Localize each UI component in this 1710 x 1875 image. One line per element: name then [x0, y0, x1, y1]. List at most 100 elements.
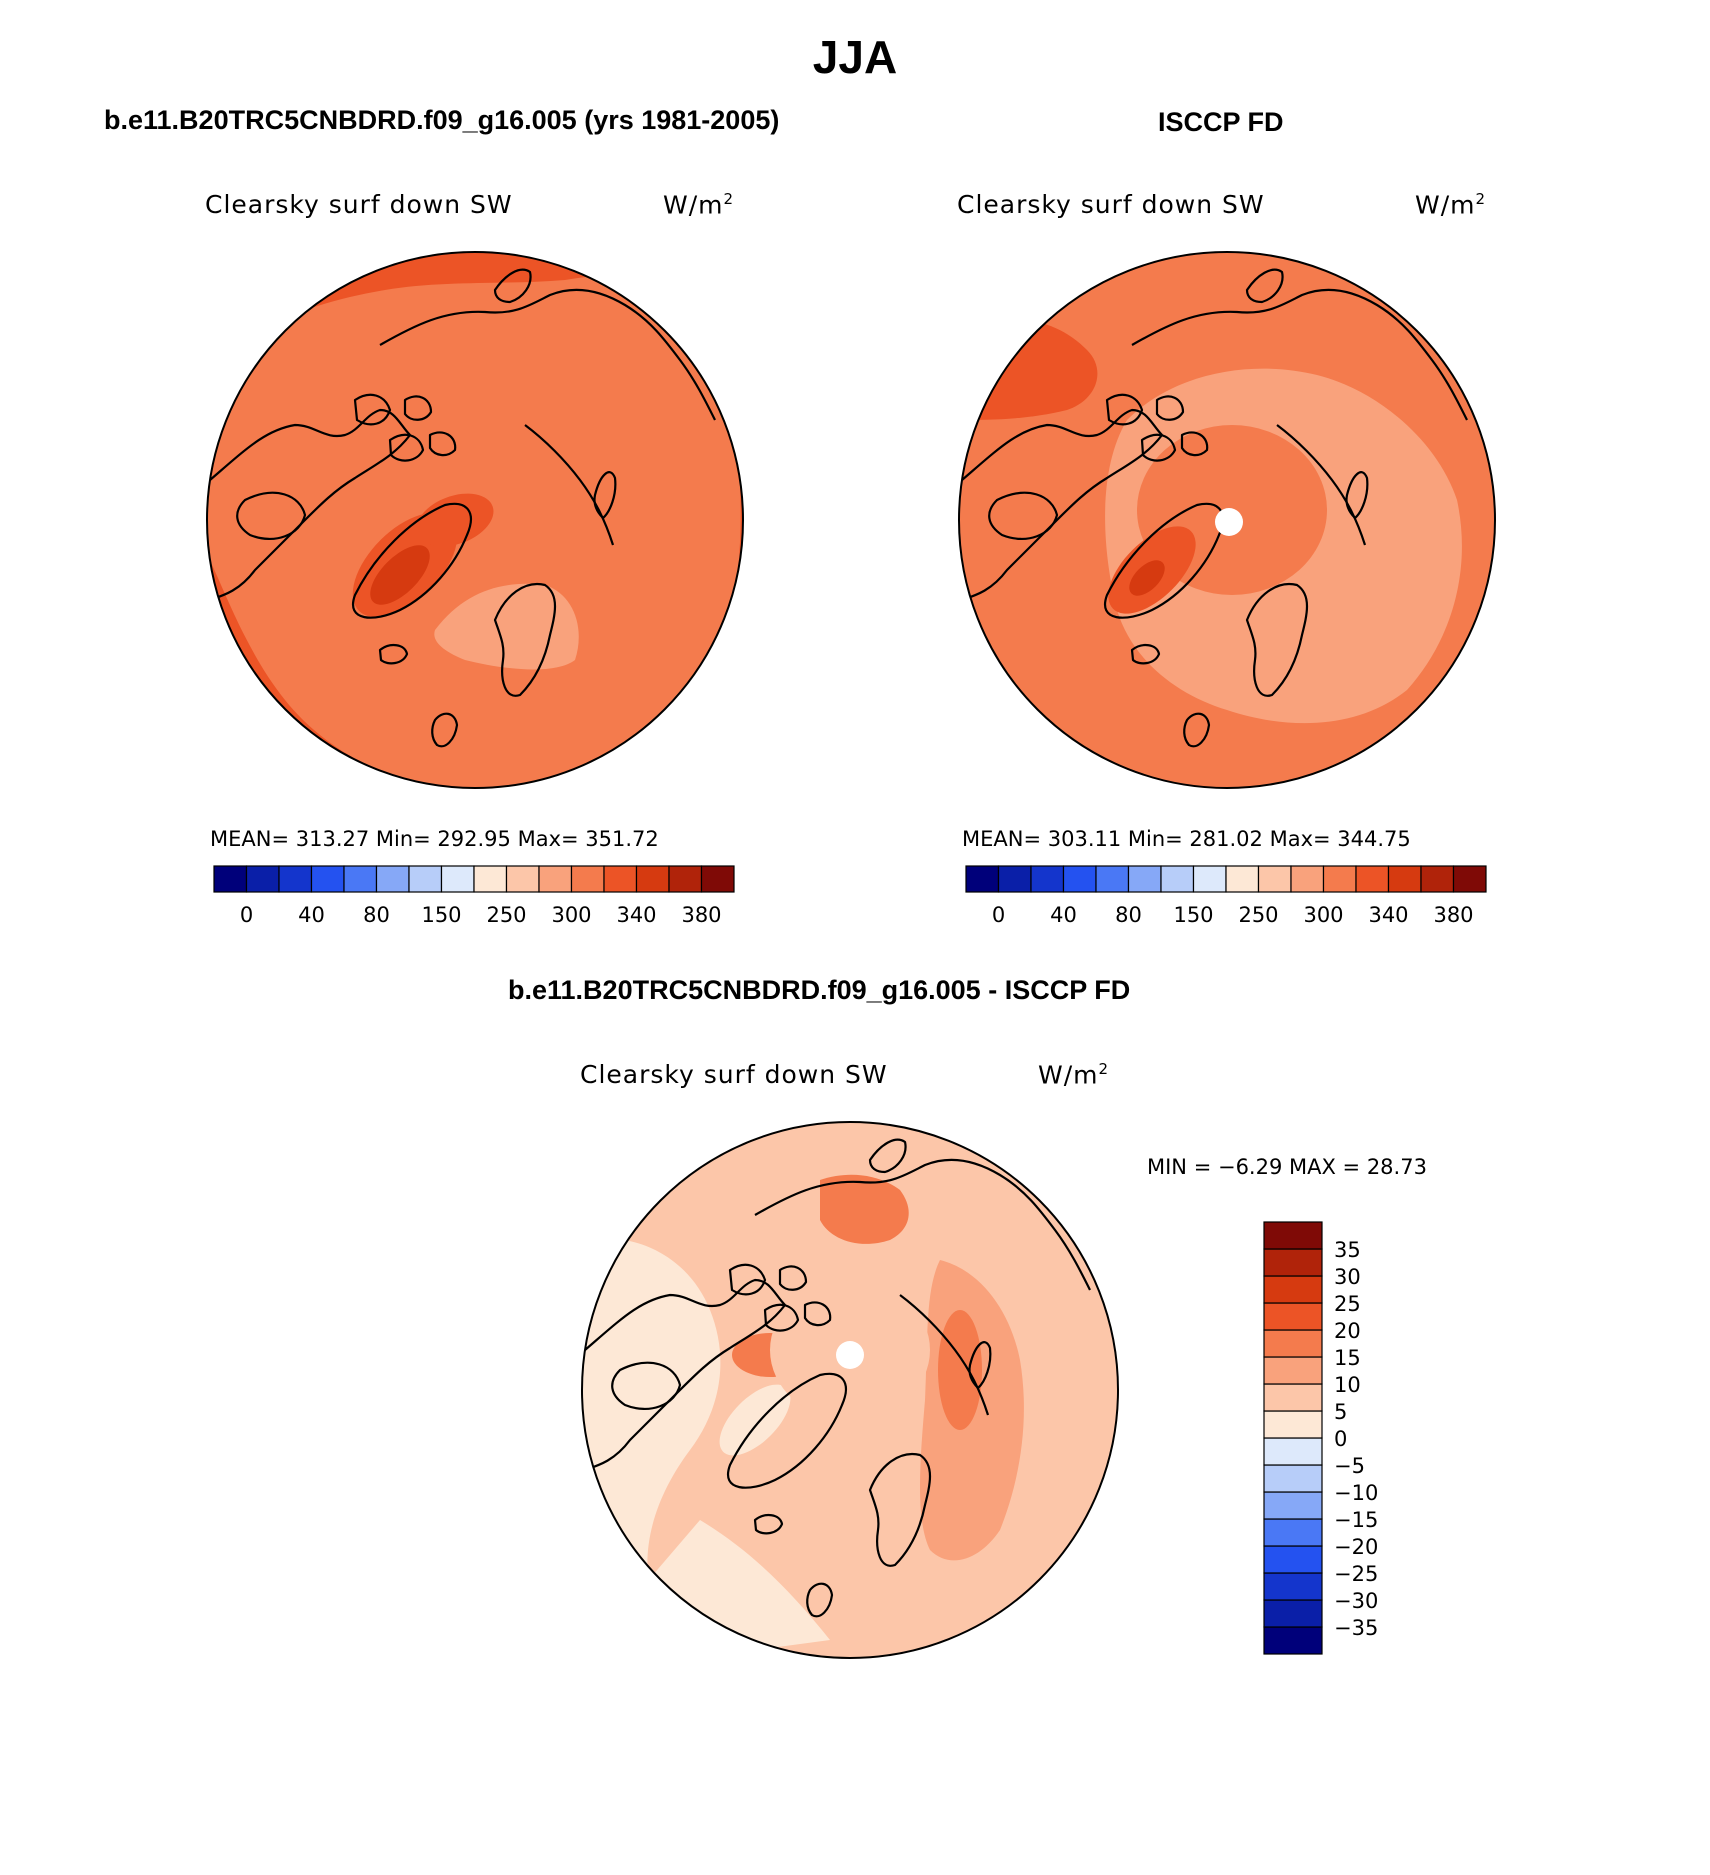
panel3-header: b.e11.B20TRC5CNBDRD.f09_g16.005 - ISCCP … [508, 975, 1131, 1005]
coastline [1104, 502, 1224, 619]
coastline [1130, 644, 1161, 665]
panel3-colorbar-swatch [1263, 1248, 1323, 1277]
panel3-colorbar-swatch [1263, 1356, 1323, 1385]
panel3-colorbar-tick-label: −20 [1334, 1535, 1378, 1559]
panel1-colorbar-tick-label: 40 [298, 903, 325, 927]
panel2-colorbar-tick-label: 380 [1433, 903, 1473, 927]
panel1-colorbar-tick-label: 0 [240, 903, 253, 927]
panel1-colorbar-swatch [700, 865, 735, 893]
panel2-colorbar: 0 40 80 150 250 300 340 380 [965, 865, 1487, 927]
panel3-colorbar-tick-label: 5 [1334, 1400, 1347, 1424]
coastline [493, 268, 532, 304]
panel1-units: W/m2 [663, 190, 735, 220]
coastline [899, 1294, 990, 1416]
coastline [778, 1265, 808, 1291]
panel2-colorbar-swatch [1420, 865, 1455, 893]
panel1-colorbar-swatch [668, 865, 703, 893]
panel3-variable-label: Clearsky surf down SW [580, 1060, 888, 1089]
panel3-colorbar-swatch [1263, 1221, 1323, 1250]
coastline [353, 393, 392, 426]
panel1-colorbar-swatch [473, 865, 508, 893]
coastline [968, 1341, 992, 1390]
panel2-colorbar-swatch [1127, 865, 1162, 893]
coastline [403, 395, 433, 421]
panel3-colorbar-swatch [1263, 1545, 1323, 1574]
panel1-colorbar-tick-label: 340 [616, 903, 656, 927]
panel1-colorbar-swatch [538, 865, 573, 893]
panel2-colorbar-swatch [1095, 865, 1130, 893]
panel3-polar-map [581, 1121, 1119, 1659]
panel3-colorbar-swatch [1263, 1464, 1323, 1493]
panel1-colorbar-tick-label: 300 [551, 903, 591, 927]
panel1-colorbar-tick-label: 150 [421, 903, 461, 927]
panel3-colorbar-swatch [1263, 1599, 1323, 1628]
panel2-colorbar-swatch [1290, 865, 1325, 893]
panel3-colorbar-tick-label: 20 [1334, 1319, 1361, 1343]
map-contour-region [582, 1238, 721, 1590]
panel2-colorbar-tick-label: 80 [1115, 903, 1142, 927]
panel1-colorbar-swatch [408, 865, 443, 893]
panel3-colorbar-swatch [1263, 1383, 1323, 1412]
coastline [611, 1361, 682, 1410]
coastline [1276, 424, 1367, 546]
panel2-colorbar-tick-label: 0 [992, 903, 1005, 927]
coastline [379, 288, 716, 421]
coastline [378, 644, 409, 665]
panel1-colorbar-tick-label: 80 [363, 903, 390, 927]
coastline [754, 1158, 1091, 1291]
panel2-header: ISCCP FD [1158, 107, 1284, 137]
panel2-colorbar-swatch [1062, 865, 1097, 893]
panel2-colorbar-swatch [1192, 865, 1227, 893]
panel3-colorbar-tick-label: 25 [1334, 1292, 1361, 1316]
panel3-colorbar-swatch [1263, 1329, 1323, 1358]
panel2-colorbar-swatch [1387, 865, 1422, 893]
panel3-colorbar-tick-label: 35 [1334, 1238, 1361, 1262]
coastline [524, 424, 615, 546]
coastline [763, 1303, 800, 1332]
coastline [868, 1452, 932, 1567]
panel1-colorbar-swatch [375, 865, 410, 893]
coastline [803, 1301, 832, 1327]
map-contour-region [370, 545, 430, 605]
panel2-stats: MEAN= 303.11 Min= 281.02 Max= 344.75 [962, 827, 1411, 851]
coastline [806, 1582, 834, 1618]
panel3-stats: MIN = −6.29 MAX = 28.73 [1147, 1155, 1427, 1179]
panel3-colorbar-swatch [1263, 1302, 1323, 1331]
panel3-colorbar-tick-label: −25 [1334, 1562, 1378, 1586]
panel3-colorbar-tick-label: 0 [1334, 1427, 1347, 1451]
coastline [868, 1138, 907, 1174]
coastline [988, 491, 1059, 540]
panel2-units: W/m2 [1415, 190, 1487, 220]
panel2-colorbar-swatch [1355, 865, 1390, 893]
coastline [1155, 395, 1185, 421]
panel3-colorbar-swatch [1263, 1572, 1323, 1601]
panel2-colorbar-tick-label: 40 [1050, 903, 1077, 927]
panel3-colorbar-tick-label: −30 [1334, 1589, 1378, 1613]
panel1-header: b.e11.B20TRC5CNBDRD.f09_g16.005 (yrs 198… [104, 105, 780, 135]
panel3-colorbar-tick-label: −15 [1334, 1508, 1378, 1532]
panel1-colorbar-swatch [603, 865, 638, 893]
panel2-colorbar-tick-label: 250 [1238, 903, 1278, 927]
panel1-colorbar-swatch [245, 865, 280, 893]
coastline [1245, 582, 1309, 697]
panel3-colorbar-swatch [1263, 1518, 1323, 1547]
panel2-colorbar-tick-label: 150 [1173, 903, 1213, 927]
panel2-colorbar-swatch [1322, 865, 1357, 893]
panel2-variable-label: Clearsky surf down SW [957, 190, 1265, 219]
coastline [493, 582, 557, 697]
panel3-colorbar-swatch [1263, 1410, 1323, 1439]
panel1-colorbar-swatch [278, 865, 313, 893]
panel1-colorbar-swatch [343, 865, 378, 893]
panel2-colorbar-swatch [1225, 865, 1260, 893]
map-contour-region [938, 1310, 982, 1430]
panel3-colorbar: 35 30 25 20 15 10 5 0 −5 −10 −15 −20 −25 −30 −35 [1263, 1221, 1378, 1655]
coastline [1183, 712, 1211, 748]
coastline [428, 431, 457, 457]
panel3-colorbar-swatch [1263, 1626, 1323, 1655]
panel2-colorbar-swatch [997, 865, 1032, 893]
panel2-colorbar-swatch [1257, 865, 1292, 893]
panel3-colorbar-tick-label: −10 [1334, 1481, 1378, 1505]
coastline [431, 712, 459, 748]
panel3-colorbar-tick-label: 10 [1334, 1373, 1361, 1397]
coastline [1245, 268, 1284, 304]
